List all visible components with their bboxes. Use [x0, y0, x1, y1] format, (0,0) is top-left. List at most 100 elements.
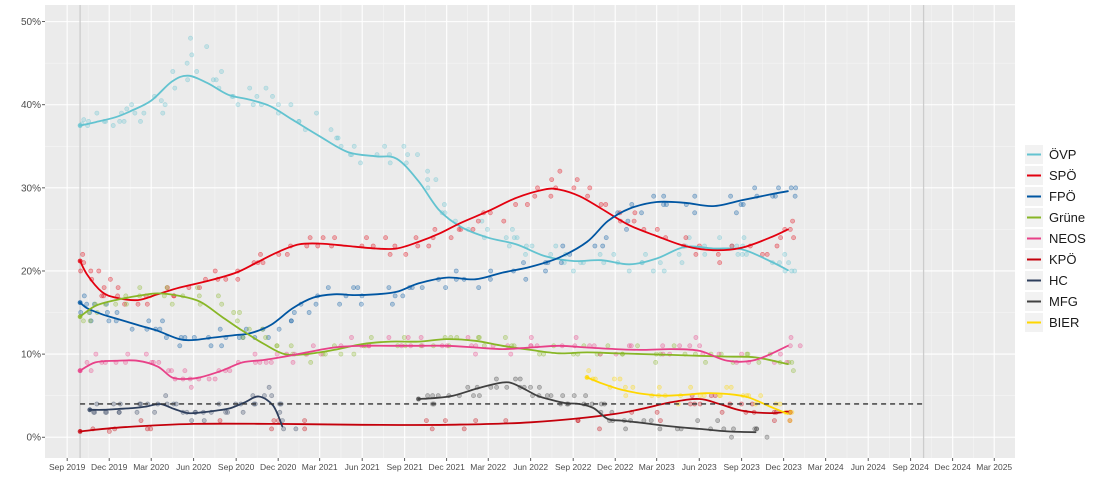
poll-point	[465, 384, 471, 390]
poll-point	[456, 226, 462, 232]
poll-point	[529, 243, 535, 249]
poll-point	[212, 268, 218, 274]
poll-point	[418, 335, 424, 340]
poll-point	[758, 393, 764, 399]
poll-point	[231, 310, 237, 315]
poll-point	[137, 285, 143, 290]
poll-point	[163, 335, 169, 340]
poll-point	[791, 368, 796, 374]
poll-point	[739, 251, 745, 257]
trend-line-neos	[79, 344, 789, 380]
poll-point	[630, 384, 636, 390]
poll-point	[686, 235, 692, 241]
poll-point	[787, 343, 793, 349]
trend-lines	[77, 74, 789, 434]
poll-point	[432, 226, 438, 232]
poll-point	[269, 393, 275, 399]
y-axis: 0% 10% 20% 30% 40% 50%	[21, 17, 45, 444]
poll-point	[661, 193, 667, 199]
x-tick-label: Jun 2020	[176, 462, 211, 472]
poll-point	[302, 426, 308, 432]
poll-point	[152, 409, 157, 415]
poll-point	[571, 185, 577, 191]
legend-label: MFG	[1049, 294, 1078, 309]
x-tick-label: Jun 2024	[851, 462, 886, 472]
legend-label: SPÖ	[1049, 168, 1076, 183]
poll-point	[423, 418, 429, 423]
trend-line-kpö	[79, 398, 789, 433]
poll-point	[574, 177, 580, 182]
start-marker	[77, 368, 83, 374]
poll-point	[240, 335, 246, 340]
poll-point	[643, 251, 648, 257]
poll-point	[332, 235, 337, 241]
poll-point	[502, 335, 508, 340]
x-tick-label: Sep 2021	[386, 462, 423, 472]
poll-point	[744, 251, 749, 257]
poll-point	[571, 393, 577, 399]
poll-point	[493, 376, 499, 382]
poll-point	[81, 293, 87, 299]
poll-point	[315, 243, 321, 249]
poll-point	[679, 260, 685, 266]
poll-point	[789, 268, 795, 274]
poll-point	[571, 268, 576, 274]
poll-point	[387, 251, 393, 257]
poll-point	[382, 143, 387, 149]
poll-point	[132, 110, 138, 116]
poll-point	[426, 243, 432, 249]
poll-point	[208, 343, 214, 349]
poll-point	[786, 260, 791, 266]
poll-point	[320, 235, 326, 241]
poll-point	[612, 376, 617, 382]
poll-point	[585, 193, 590, 199]
poll-point	[587, 185, 593, 191]
poll-point	[195, 285, 200, 290]
poll-point	[701, 393, 707, 399]
poll-point	[243, 326, 249, 332]
poll-point	[535, 185, 540, 191]
poll-point	[703, 359, 708, 365]
poll-point	[240, 409, 246, 415]
poll-point	[134, 409, 140, 415]
poll-point	[752, 185, 758, 191]
poll-point	[715, 418, 721, 423]
poll-point	[624, 226, 629, 232]
poll-point	[164, 285, 170, 290]
poll-point	[650, 268, 656, 274]
poll-point	[513, 202, 518, 207]
poll-point	[693, 335, 699, 340]
poll-point	[386, 335, 392, 340]
poll-point	[263, 335, 268, 340]
poll-point	[735, 251, 741, 257]
x-tick-label: Sep 2023	[723, 462, 760, 472]
poll-point	[306, 310, 312, 315]
poll-point	[465, 335, 471, 340]
poll-point	[537, 351, 542, 357]
poll-point	[425, 393, 430, 399]
poll-point	[403, 251, 409, 257]
poll-point	[124, 301, 129, 307]
poll-point	[129, 102, 134, 108]
poll-point	[430, 393, 435, 399]
poll-point	[657, 260, 663, 266]
poll-point	[405, 152, 410, 157]
poll-point	[358, 301, 364, 307]
poll-point	[254, 94, 260, 99]
poll-point	[476, 393, 482, 399]
start-marker	[77, 258, 83, 264]
x-axis: Sep 2019 Dec 2019 Mar 2020 Jun 2020 Sep 2020…	[49, 458, 1012, 472]
poll-point	[143, 351, 149, 357]
poll-point	[84, 301, 90, 307]
poll-point	[325, 285, 331, 290]
poll-point	[661, 268, 667, 274]
poll-point	[188, 35, 193, 41]
poll-point	[201, 418, 207, 423]
poll-point	[473, 418, 479, 423]
poll-point	[476, 285, 482, 290]
poll-point	[661, 202, 666, 207]
poll-point	[266, 384, 272, 390]
trend-line-grüne	[79, 292, 789, 365]
poll-point	[78, 268, 83, 274]
